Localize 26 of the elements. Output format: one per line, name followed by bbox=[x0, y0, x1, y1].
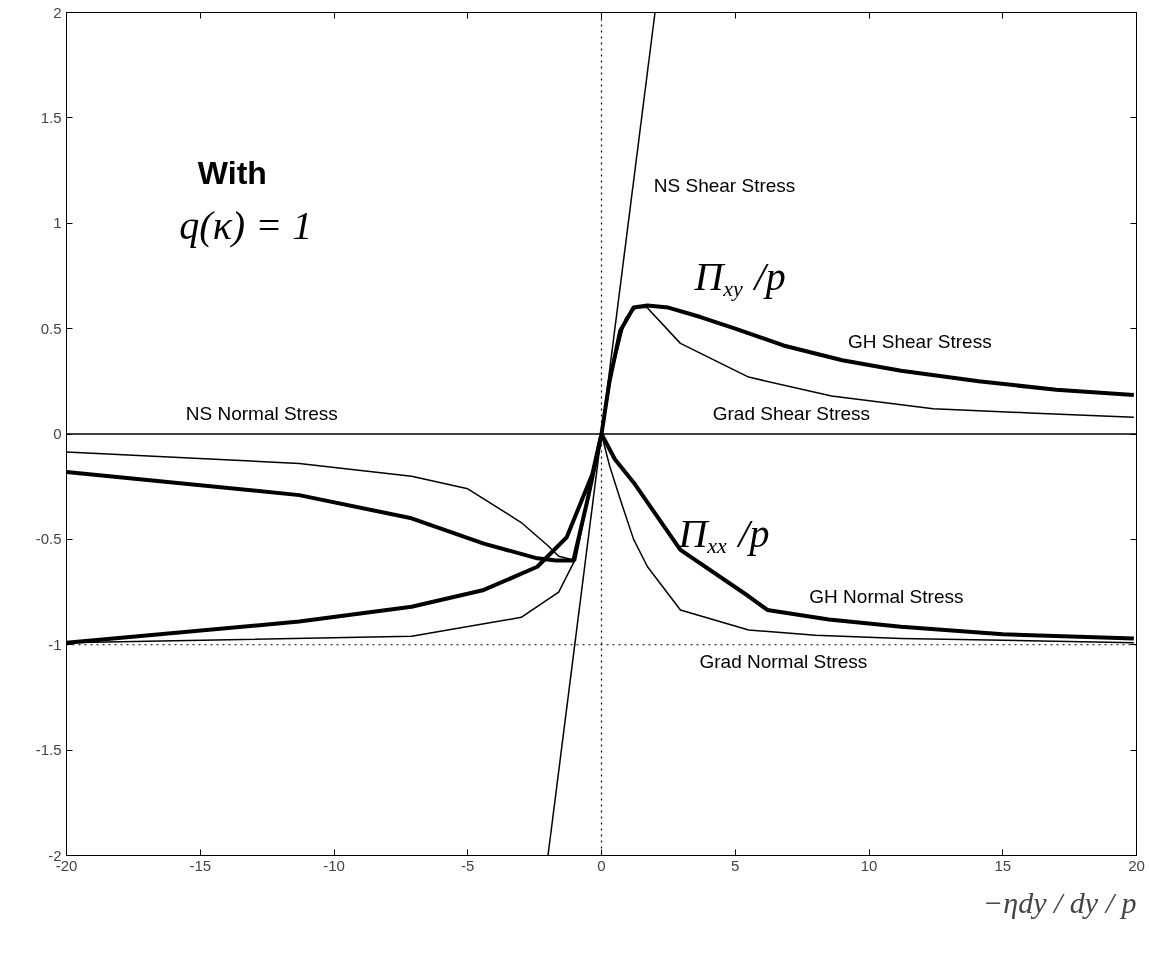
x-tick-label: -10 bbox=[323, 856, 345, 874]
x-tick-label: 15 bbox=[994, 856, 1012, 874]
x-tick-label: 20 bbox=[1128, 856, 1145, 874]
annotation: NS Shear Stress bbox=[653, 174, 796, 196]
x-tick-label: -5 bbox=[461, 856, 475, 874]
y-tick-label: 0 bbox=[53, 425, 62, 442]
y-tick-label: 0.5 bbox=[40, 319, 62, 337]
y-tick-label: 1 bbox=[53, 214, 62, 232]
y-tick-label: -1 bbox=[48, 635, 62, 653]
y-tick-label: -2 bbox=[48, 846, 62, 864]
x-tick-label: 10 bbox=[860, 856, 878, 874]
annotation: GH Shear Stress bbox=[848, 330, 992, 352]
annotation: GH Normal Stress bbox=[809, 585, 964, 607]
x-axis-title: −ηdy / dy / p bbox=[983, 885, 1137, 919]
annotation: Grad Shear Stress bbox=[712, 403, 871, 425]
y-tick-label: 1.5 bbox=[40, 108, 62, 126]
x-tick-label: 0 bbox=[597, 856, 606, 874]
y-tick-label: -1.5 bbox=[35, 741, 62, 759]
x-tick-label: 5 bbox=[731, 856, 740, 874]
annotation: With bbox=[197, 154, 267, 191]
y-tick-label: -0.5 bbox=[35, 530, 62, 548]
annotation: NS Normal Stress bbox=[185, 403, 338, 425]
x-tick-label: -15 bbox=[189, 856, 212, 874]
annotation: Grad Normal Stress bbox=[699, 651, 868, 673]
y-tick-label: 2 bbox=[53, 3, 62, 21]
annotation: q(κ) = 1 bbox=[179, 202, 313, 248]
